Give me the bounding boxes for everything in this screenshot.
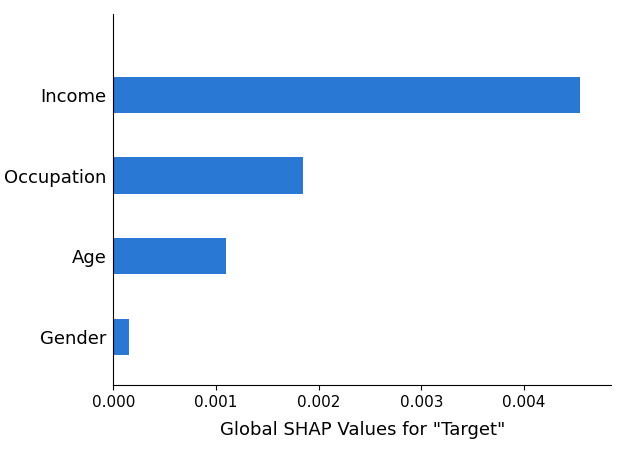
Bar — [113, 77, 580, 113]
Bar — [113, 238, 226, 274]
Bar — [113, 319, 129, 355]
X-axis label: Global SHAP Values for "Target": Global SHAP Values for "Target" — [220, 421, 505, 439]
Bar — [113, 157, 303, 194]
